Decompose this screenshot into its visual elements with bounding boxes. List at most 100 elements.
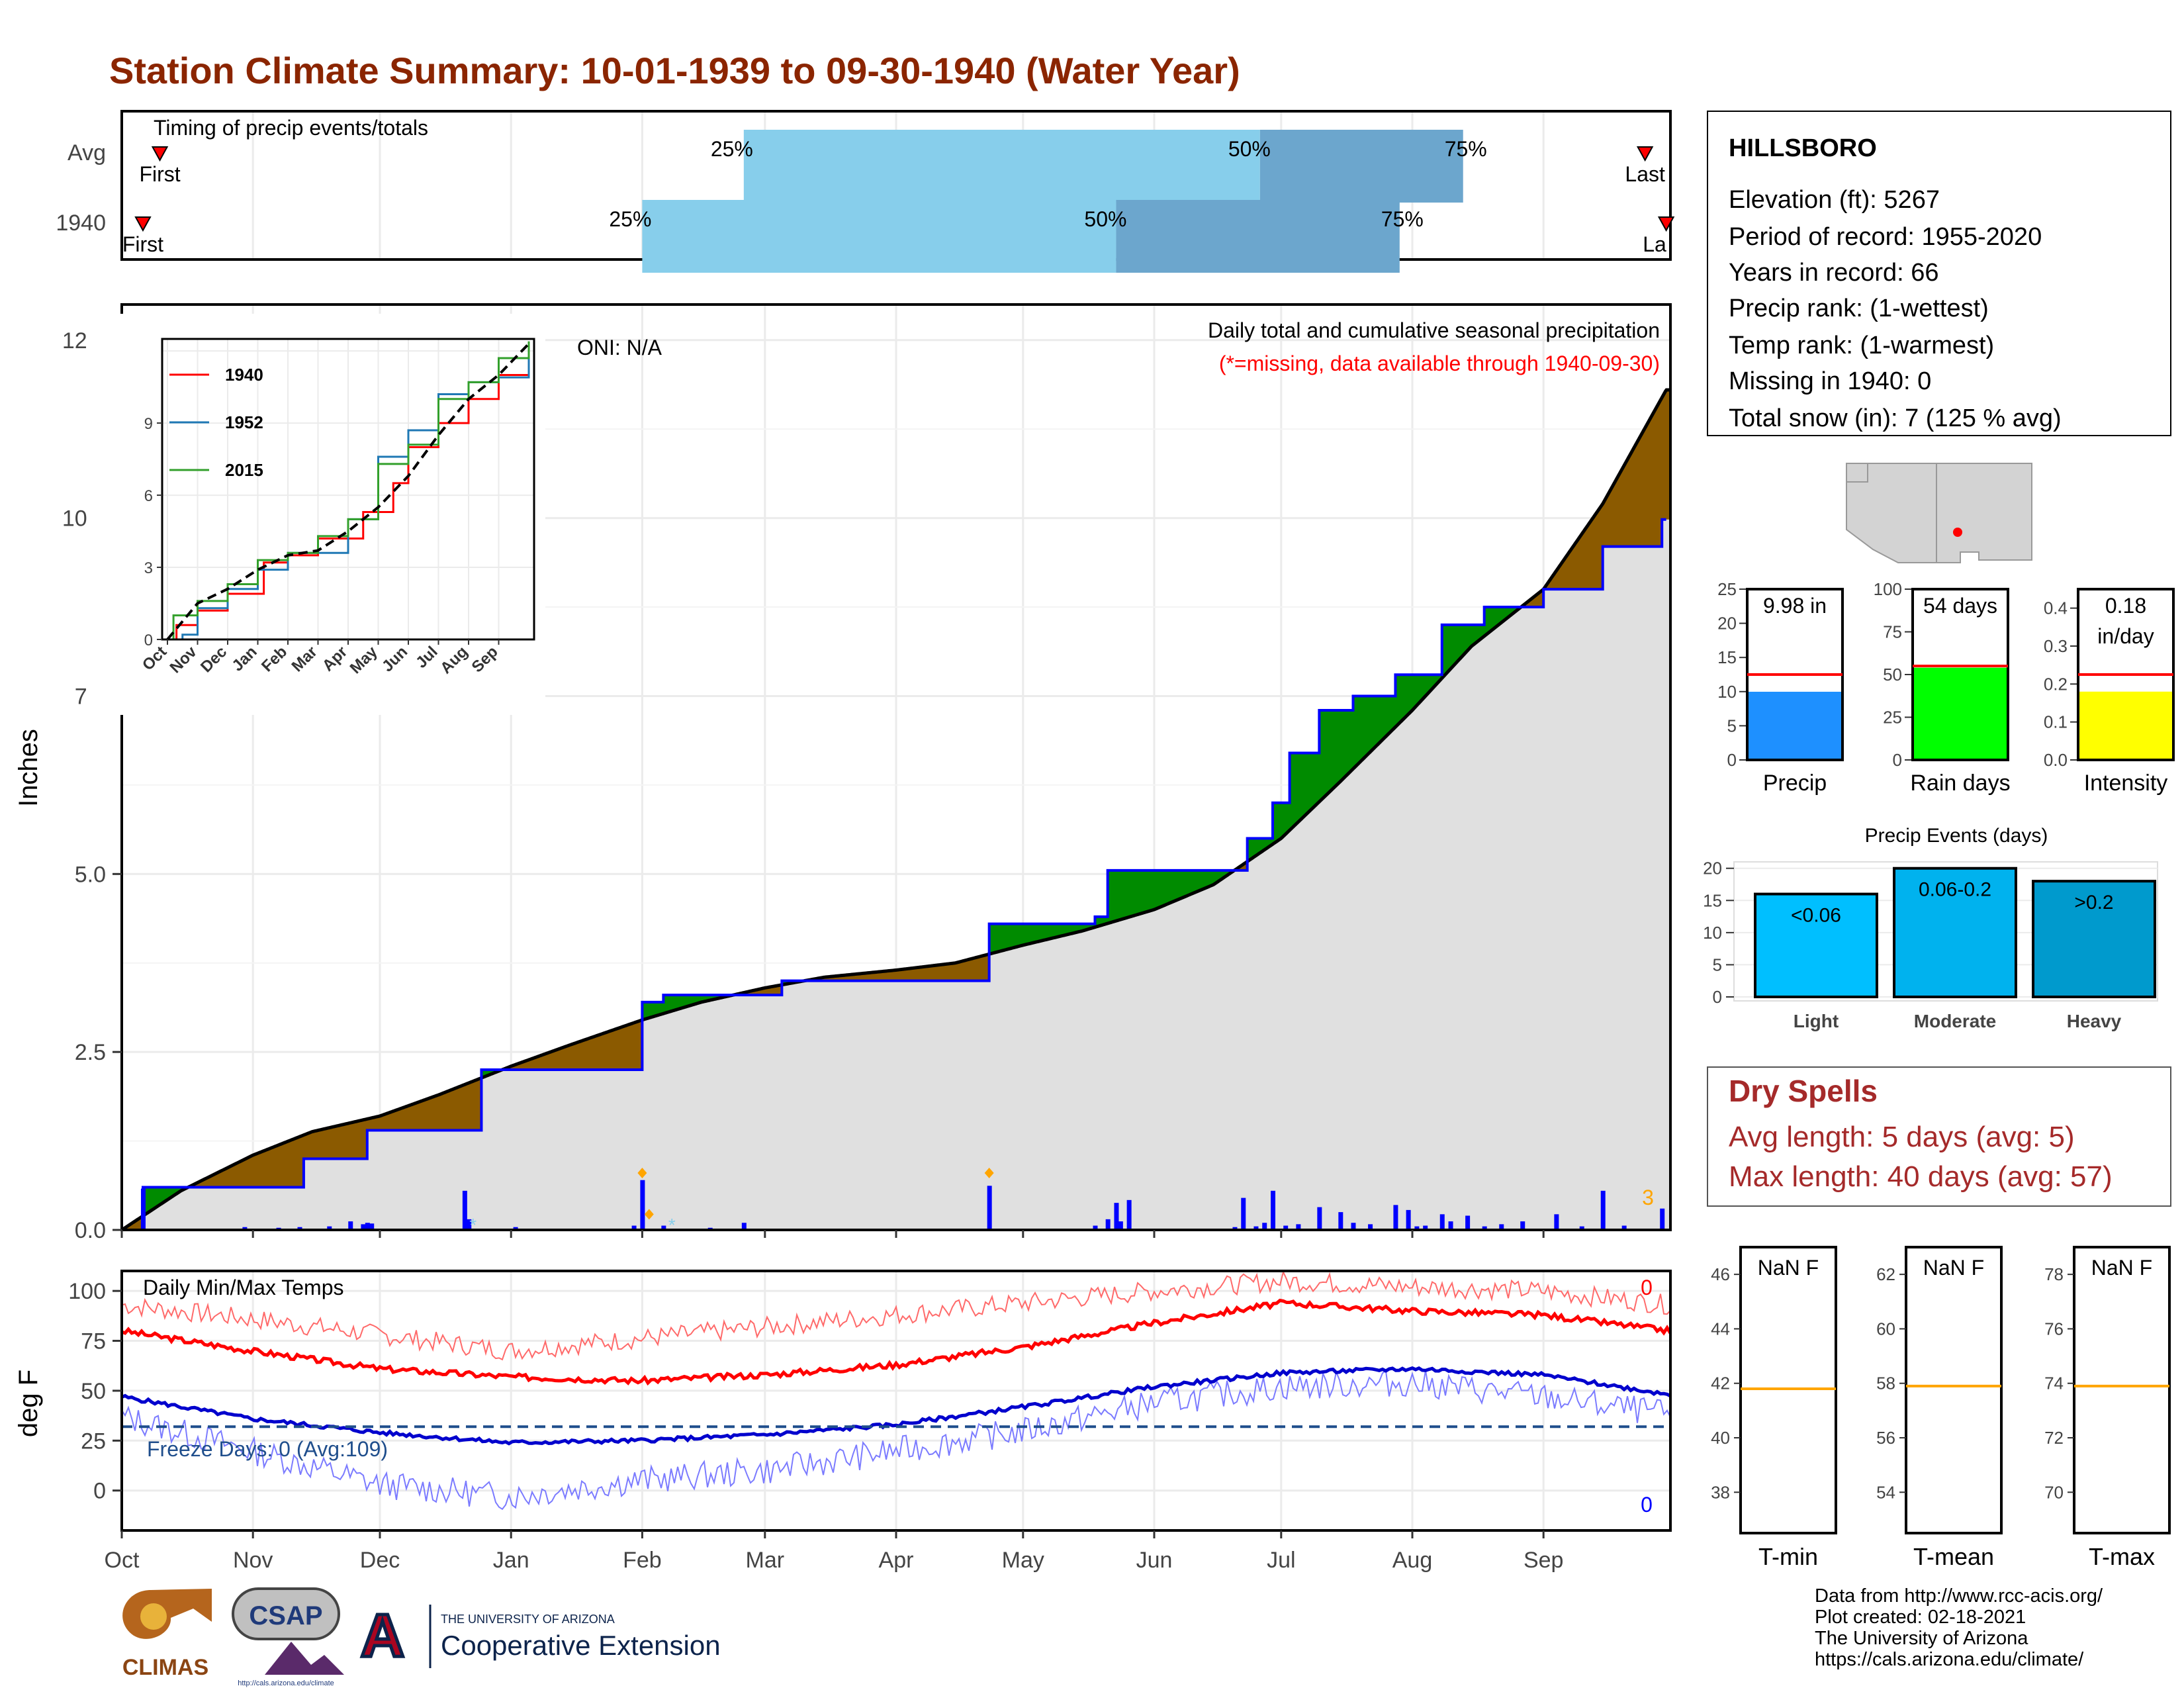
inset-y-tick-label: 0 [144,632,153,649]
timing-bar-25-50 [743,130,1260,203]
credit-line-2: Plot created: 02-18-2021 [1815,1607,2026,1628]
temp-box-frame [2073,1246,2171,1534]
daily-precip-bar [1579,1226,1584,1230]
mini-bar-value-label-2: in/day [2097,624,2154,648]
month-tick-label: Jul [1267,1548,1295,1573]
climas-logo-sun [140,1603,167,1630]
events-bar-value-label: >0.2 [2074,892,2113,914]
daily-precip-bar [1271,1190,1276,1230]
timing-first-marker [134,216,152,232]
missing-note: (*=missing, data available through 1940-… [1219,352,1660,375]
climas-logo: CLIMAS [122,1589,212,1680]
snow-event-marker [637,1167,647,1178]
summary-mini-bars: 0 5 10 15 20 25 9.98 in Precip 0 25 50 75 100 54 days… [1717,579,2175,796]
precip-y-tick-label: 5.0 [75,862,106,887]
mini-bar-y-tick-label: 25 [1717,579,1737,599]
daily-precip-bar [297,1227,302,1230]
month-tick-label: Mar [746,1548,785,1573]
page-title: Station Climate Summary: 10-01-1939 to 0… [109,50,1240,91]
inset-lines [166,341,530,641]
month-axis: Oct Nov Dec Jan Feb Mar Apr May Jun Jul Aug Sep [105,1530,1563,1573]
temp-box-value-label: NaN F [1923,1256,1984,1280]
locator-map [1843,461,2034,564]
ua-logo-letter: A [361,1602,404,1669]
station-box-frame [1707,111,2171,436]
inset-y-tick-label: 6 [144,487,153,505]
cumulative-base-area [122,519,1670,1231]
map-state-border-line [1846,463,1868,483]
temp-y-tick-label: 25 [81,1429,106,1454]
mini-bar-y-tick-label: 100 [1874,579,1902,599]
daily-precip-bar [1114,1203,1119,1230]
daily-precip-bar [140,1188,146,1230]
record-max-line [121,1270,1671,1361]
daily-precip-bar [1296,1224,1301,1230]
daily-precip-bar [1465,1215,1471,1230]
temp-box-y-tick-label: 58 [1876,1374,1895,1393]
month-tick-label: Nov [233,1548,273,1573]
daily-precip-bar [365,1223,370,1230]
timing-last-marker [1636,146,1654,162]
month-tick-label: Dec [360,1548,400,1573]
cumulative-1940-line [122,518,1666,1231]
timing-last-marker [1657,216,1675,232]
timing-first-label: First [139,162,180,186]
csap-text: CSAP [249,1601,322,1630]
timing-bar-50-75 [1259,130,1463,203]
daily-precip-bar [640,1180,645,1230]
daily-precip-bar [1406,1209,1411,1230]
events-bar-category-label: Moderate [1914,1011,1996,1031]
daily-precip-bar [1262,1223,1267,1230]
timing-p50-label: 50% [1228,137,1271,161]
events-bar-value-label: 0.06-0.2 [1919,879,1991,901]
oni-label: ONI: N/A [577,336,662,359]
daily-precip-bar [1368,1224,1373,1230]
events-y-tick-label: 10 [1703,923,1722,943]
temp-box-y-tick-label: 54 [1876,1482,1895,1502]
ua-logo: A THE UNIVERSITY OF ARIZONA Cooperative … [359,1601,720,1671]
events-y-tick-label: 15 [1703,890,1722,910]
events-bar-value-label: <0.06 [1791,905,1841,927]
station-temp-rank: Temp rank: (1-warmest) [1729,332,1994,359]
temp-box-y-tick-label: 74 [2044,1374,2064,1393]
mini-bar-y-tick-label: 0.2 [2044,674,2068,694]
daily-precip-bar [1621,1225,1627,1230]
csap-mountain-icon [265,1642,344,1675]
timing-p75-label: 75% [1445,137,1487,161]
climas-logo-text: CLIMAS [122,1655,208,1680]
timing-first-marker [151,146,169,162]
daily-precip-bar [348,1221,353,1230]
mini-bar-y-tick-label: 5 [1727,716,1737,735]
mini-bar-value-label: 54 days [1923,594,1997,618]
csap-logo: CSAP http://cals.arizona.edu/climate [232,1587,344,1687]
mini-bar-value [1913,667,2008,760]
temp-y-tick-label: 100 [68,1279,106,1304]
month-tick-label: Jun [1136,1548,1173,1573]
min-count-label: 0 [1641,1493,1653,1517]
snow-event-marker [984,1167,994,1178]
daily-precip-bar [1499,1224,1504,1230]
mini-bar-y-tick-label: 75 [1883,622,1902,642]
events-bars: 0 5 10 15 20 <0.06 Light 0.06-0.2 Moderate >0.2 He… [1703,859,2158,1031]
footer: CLIMAS CSAP http://cals.arizona.edu/clim… [122,1585,2103,1687]
temp-box-y-tick-label: 40 [1711,1428,1730,1448]
temp-y-tick-label: 75 [81,1329,106,1354]
temp-box-category-label: T-mean [1913,1543,1994,1570]
events-y-tick-label: 0 [1713,987,1722,1007]
daily-precip-bar [1414,1226,1420,1230]
inset-legend: 1940 1952 2015 [169,365,263,480]
temp-box-y-tick-label: 72 [2044,1428,2064,1448]
station-years: Years in record: 66 [1729,259,1939,287]
daily-precip-bar [1660,1208,1665,1230]
daily-precip-bar [242,1227,248,1230]
precip-y-tick-label: 0.0 [75,1218,106,1243]
temp-box-frame [1905,1246,2003,1534]
mini-bar-y-tick-label: 0.0 [2044,750,2068,770]
timing-last-label: La [1643,232,1666,256]
daily-precip-bar [462,1190,467,1230]
temp-box-y-tick-label: 38 [1711,1482,1730,1502]
temp-box-category-label: T-max [2089,1543,2155,1570]
temp-box-y-tick-label: 44 [1711,1319,1730,1338]
daily-precip-bar [1093,1225,1098,1230]
